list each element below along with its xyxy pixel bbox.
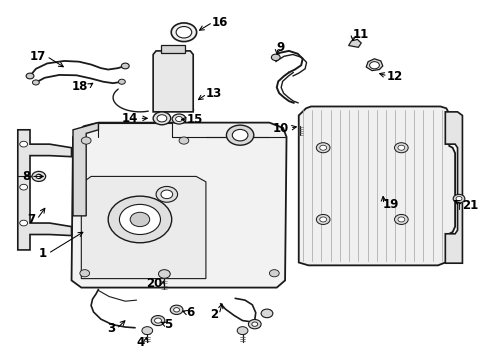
Polygon shape [72, 123, 287, 288]
Text: 17: 17 [29, 50, 46, 63]
Circle shape [171, 23, 196, 41]
Circle shape [142, 327, 153, 334]
Text: 15: 15 [186, 113, 203, 126]
Text: 20: 20 [146, 278, 162, 291]
Polygon shape [445, 112, 463, 263]
Circle shape [226, 125, 254, 145]
Circle shape [317, 143, 330, 153]
Circle shape [20, 220, 27, 226]
Circle shape [398, 217, 405, 222]
Polygon shape [18, 130, 72, 250]
Bar [161, 45, 185, 53]
Circle shape [261, 309, 273, 318]
Circle shape [119, 79, 125, 84]
Circle shape [317, 215, 330, 225]
Circle shape [159, 270, 170, 278]
Text: 9: 9 [277, 41, 285, 54]
Circle shape [176, 27, 192, 38]
Circle shape [130, 212, 150, 226]
Text: 5: 5 [164, 318, 172, 331]
Circle shape [161, 190, 172, 199]
Text: 2: 2 [210, 308, 218, 321]
Circle shape [108, 196, 172, 243]
Circle shape [36, 174, 42, 179]
Text: 11: 11 [352, 28, 369, 41]
Circle shape [394, 143, 408, 153]
Text: 19: 19 [383, 198, 399, 211]
Circle shape [175, 117, 182, 122]
Circle shape [170, 305, 183, 315]
Circle shape [120, 204, 160, 234]
Text: 16: 16 [212, 16, 228, 29]
Circle shape [153, 112, 171, 125]
Circle shape [394, 215, 408, 225]
Circle shape [232, 130, 248, 141]
Text: 12: 12 [387, 69, 403, 82]
Circle shape [157, 115, 167, 122]
Circle shape [320, 145, 327, 150]
Circle shape [156, 186, 177, 202]
Circle shape [173, 308, 179, 312]
Text: 8: 8 [22, 170, 30, 183]
Text: 1: 1 [39, 247, 47, 260]
Circle shape [155, 318, 161, 323]
Text: 6: 6 [186, 306, 195, 319]
Text: 21: 21 [463, 199, 479, 212]
Polygon shape [299, 107, 455, 265]
Text: 3: 3 [107, 322, 116, 335]
Circle shape [32, 80, 39, 85]
Circle shape [179, 137, 189, 144]
Circle shape [453, 194, 465, 203]
Circle shape [81, 137, 91, 144]
Circle shape [237, 327, 248, 334]
Text: 13: 13 [206, 87, 222, 100]
Circle shape [320, 217, 327, 222]
Polygon shape [348, 40, 361, 47]
Polygon shape [81, 176, 206, 279]
Text: 7: 7 [28, 213, 36, 226]
Circle shape [398, 145, 405, 150]
Text: 18: 18 [71, 80, 88, 93]
Circle shape [172, 114, 186, 124]
Circle shape [456, 197, 462, 201]
Circle shape [252, 322, 258, 326]
Polygon shape [73, 123, 98, 216]
Circle shape [32, 171, 46, 181]
Circle shape [151, 316, 165, 325]
Circle shape [122, 63, 129, 69]
Circle shape [369, 62, 379, 69]
Circle shape [26, 73, 34, 79]
Polygon shape [153, 51, 193, 112]
Circle shape [270, 270, 279, 277]
Circle shape [20, 184, 27, 190]
Text: 4: 4 [137, 336, 145, 348]
Text: 10: 10 [273, 122, 289, 135]
Circle shape [20, 141, 27, 147]
Circle shape [80, 270, 90, 277]
Polygon shape [366, 59, 383, 71]
Text: 14: 14 [122, 112, 139, 125]
Circle shape [248, 319, 261, 329]
Circle shape [271, 54, 280, 60]
